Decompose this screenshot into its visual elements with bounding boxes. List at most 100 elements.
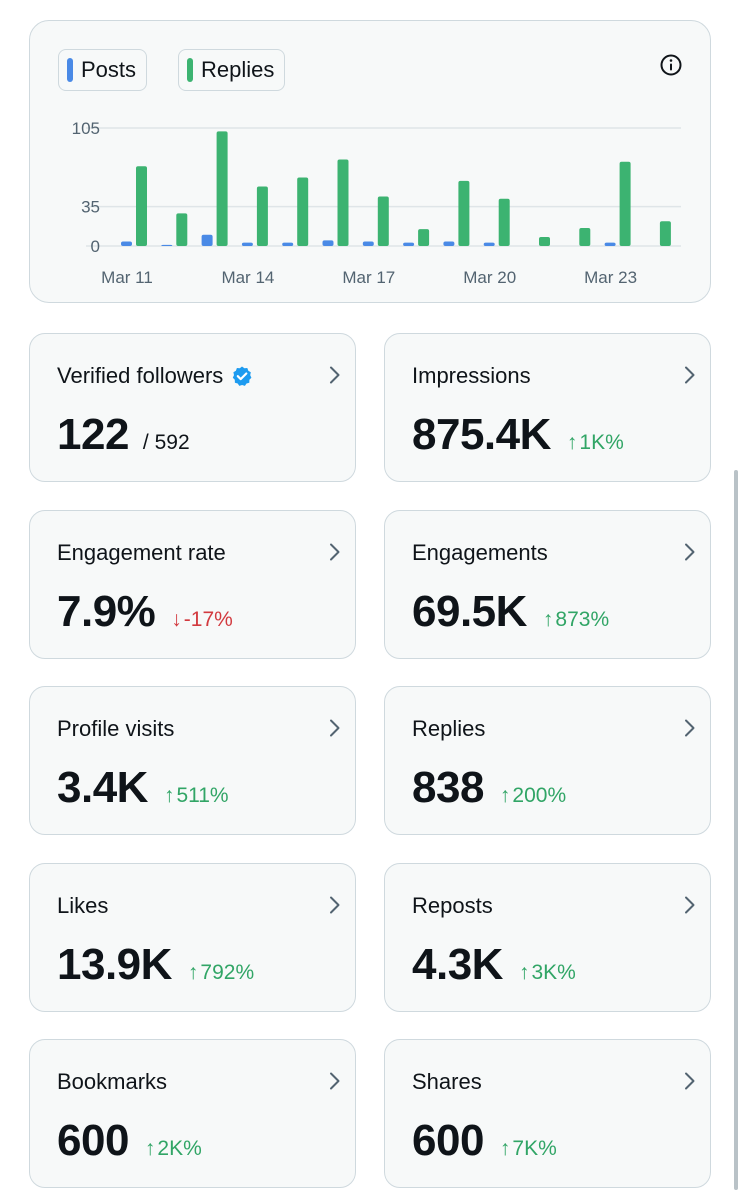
scrollbar[interactable]: [734, 470, 738, 1190]
stat-value-row: 3.4K ↑ 511%: [57, 763, 229, 813]
x-tick-label: Mar 23: [584, 268, 637, 287]
x-tick-label: Mar 17: [342, 268, 395, 287]
posts-bar[interactable]: [443, 241, 455, 246]
stat-title-text: Impressions: [412, 363, 531, 388]
stat-title-text: Engagement rate: [57, 539, 226, 565]
replies-bar[interactable]: [659, 221, 671, 246]
stat-card-engagement-rate[interactable]: Engagement rate 7.9% ↓ -17%: [29, 509, 356, 659]
posts-bar[interactable]: [362, 241, 374, 246]
stat-change-value: 200%: [512, 784, 567, 807]
chevron-right-icon: [330, 543, 340, 560]
stat-change: ↑ 3K%: [519, 961, 576, 985]
posts-bar[interactable]: [282, 242, 294, 246]
stat-change: ↑ 200%: [500, 784, 566, 808]
stat-value-row: 122 / 592: [57, 410, 190, 460]
stat-card-profile-visits[interactable]: Profile visits 3.4K ↑ 511%: [29, 686, 356, 835]
posts-swatch: [67, 58, 73, 82]
stat-title-text: Shares: [412, 1069, 482, 1094]
replies-bar[interactable]: [216, 131, 228, 246]
stat-card-likes[interactable]: Likes 13.9K ↑ 792%: [29, 862, 356, 1012]
stat-value-row: 13.9K ↑ 792%: [57, 940, 254, 990]
stat-title: Reposts: [412, 893, 493, 919]
replies-bar[interactable]: [337, 159, 349, 246]
stat-change-value: -17%: [183, 607, 233, 631]
legend-posts-toggle[interactable]: Posts: [58, 49, 148, 91]
stat-title: Impressions: [412, 363, 531, 389]
replies-bar[interactable]: [619, 161, 631, 246]
stat-title: Likes: [57, 893, 108, 919]
stat-card-reposts[interactable]: Reposts 4.3K ↑ 3K%: [384, 862, 711, 1012]
posts-bar[interactable]: [161, 244, 173, 246]
trend-arrow-icon: ↑: [144, 1137, 156, 1160]
stat-card-bookmarks[interactable]: Bookmarks 600 ↑ 2K%: [29, 1039, 356, 1188]
stat-change-value: 511%: [176, 784, 229, 807]
chevron-right-icon: [330, 1072, 340, 1090]
replies-bar[interactable]: [256, 186, 268, 246]
stat-total: / 592: [142, 431, 190, 454]
trend-arrow-icon: ↑: [499, 784, 511, 807]
stat-change-value: 792%: [200, 960, 255, 984]
replies-bar[interactable]: [297, 177, 309, 246]
replies-bar[interactable]: [498, 198, 510, 246]
legend-replies-toggle[interactable]: Replies: [178, 49, 286, 91]
replies-bar[interactable]: [458, 180, 470, 246]
stat-value: 7.9%: [57, 586, 156, 636]
x-tick-label: Mar 14: [221, 268, 274, 287]
trend-arrow-icon: ↑: [163, 784, 175, 807]
stat-title: Replies: [412, 716, 485, 742]
stat-change: ↑ 2K%: [145, 1137, 202, 1161]
chevron-right-icon: [685, 896, 695, 913]
stat-card-replies[interactable]: Replies 838 ↑ 200%: [384, 686, 711, 835]
legend-posts-label: Posts: [81, 57, 137, 82]
stat-value: 13.9K: [57, 939, 172, 989]
posts-bar[interactable]: [403, 242, 415, 246]
stat-value-row: 600 ↑ 2K%: [57, 1116, 202, 1166]
stat-value: 69.5K: [412, 586, 527, 636]
stat-value: 600: [57, 1116, 129, 1165]
replies-bar[interactable]: [377, 196, 389, 246]
replies-bar[interactable]: [418, 229, 430, 246]
posts-bar[interactable]: [241, 242, 253, 246]
stat-title: Engagements: [412, 540, 548, 566]
stat-change-value: 2K%: [157, 1137, 202, 1160]
chevron-right-icon: [330, 719, 340, 737]
stat-value: 122: [57, 410, 129, 459]
stat-title-text: Likes: [57, 892, 109, 918]
stat-card-engagements[interactable]: Engagements 69.5K ↑ 873%: [384, 509, 711, 659]
posts-bar[interactable]: [483, 242, 495, 246]
trend-arrow-icon: ↑: [499, 1137, 511, 1160]
replies-bar[interactable]: [176, 213, 188, 246]
trend-arrow-icon: ↑: [542, 607, 554, 631]
replies-bar[interactable]: [136, 166, 147, 246]
posts-bar[interactable]: [322, 240, 334, 246]
chevron-right-icon: [685, 543, 695, 560]
stat-value: 3.4K: [57, 763, 148, 812]
stat-title: Profile visits: [57, 716, 174, 742]
stat-value-row: 69.5K ↑ 873%: [412, 587, 609, 637]
posts-bar[interactable]: [121, 241, 132, 246]
verified-badge-icon: [233, 366, 252, 386]
replies-bar[interactable]: [579, 228, 591, 246]
info-icon[interactable]: [659, 53, 683, 77]
stat-change-value: 3K%: [531, 960, 576, 984]
chevron-right-icon: [685, 366, 695, 384]
stat-title-text: Reposts: [412, 892, 493, 918]
stat-card-impressions[interactable]: Impressions 875.4K ↑ 1K%: [384, 333, 711, 482]
stat-change: ↑ 873%: [543, 608, 609, 632]
stat-value: 875.4K: [412, 410, 551, 459]
trend-arrow-icon: ↓: [171, 607, 182, 631]
chevron-right-icon: [330, 896, 340, 913]
stat-value-row: 600 ↑ 7K%: [412, 1116, 557, 1166]
replies-swatch: [187, 58, 193, 82]
stat-title: Bookmarks: [57, 1069, 167, 1095]
posts-bar[interactable]: [201, 234, 213, 246]
posts-bar[interactable]: [604, 242, 616, 246]
stat-title-text: Replies: [412, 716, 486, 741]
stat-change-value: 7K%: [512, 1137, 557, 1160]
stat-card-shares[interactable]: Shares 600 ↑ 7K%: [384, 1039, 711, 1188]
stat-card-verified-followers[interactable]: Verified followers 122 / 592: [29, 333, 356, 482]
stat-value-row: 4.3K ↑ 3K%: [412, 940, 576, 990]
activity-chart-card: Posts Replies 105 35 0 Mar 11 Mar 14 Mar 17 Ma…: [29, 20, 711, 303]
replies-bar[interactable]: [539, 237, 550, 246]
